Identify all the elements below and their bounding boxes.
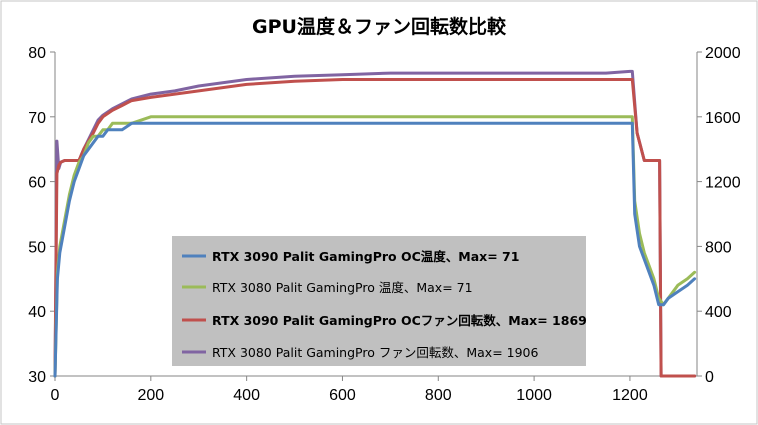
legend-label-4: RTX 3080 Palit GamingPro ファン回転数、Max= 190… [212, 345, 538, 360]
left-tick-label: 30 [28, 369, 46, 386]
x-tick-label: 1000 [516, 387, 552, 404]
x-tick-label: 0 [51, 387, 60, 404]
x-tick-label: 1200 [612, 387, 648, 404]
legend-box [172, 236, 586, 366]
x-tick-label: 200 [137, 387, 164, 404]
series-line-1 [53, 121, 697, 378]
left-axis-ticks: 80 70 60 50 40 30 [28, 45, 55, 386]
x-tick-label: 400 [233, 387, 260, 404]
legend: RTX 3090 Palit GamingPro OC温度、Max= 71 RTX… [172, 236, 587, 366]
legend-label-2: RTX 3080 Palit GamingPro 温度、Max= 71 [212, 280, 473, 295]
right-tick-label: 1200 [705, 175, 741, 192]
series-lines [53, 69, 697, 378]
series-line-3 [53, 78, 697, 378]
left-tick-label: 80 [28, 45, 46, 62]
left-tick-label: 40 [28, 304, 46, 321]
right-tick-label: 2000 [705, 45, 741, 62]
x-tick-label: 800 [425, 387, 452, 404]
legend-label-1: RTX 3090 Palit GamingPro OC温度、Max= 71 [212, 249, 519, 264]
right-axis-ticks: 2000 1600 1200 800 400 0 [697, 45, 741, 386]
right-tick-label: 800 [705, 239, 732, 256]
x-axis-ticks: 0 200 400 600 800 1000 1200 [51, 376, 648, 404]
left-tick-label: 60 [28, 175, 46, 192]
left-tick-label: 50 [28, 239, 46, 256]
right-tick-label: 400 [705, 304, 732, 321]
legend-label-3: RTX 3090 Palit GamingPro OCファン回転数、Max= 1… [212, 313, 587, 328]
left-tick-label: 70 [28, 110, 46, 127]
x-tick-label: 600 [329, 387, 356, 404]
right-tick-label: 0 [705, 369, 714, 386]
right-tick-label: 1600 [705, 110, 741, 127]
chart-title: GPU温度＆ファン回転数比較 [252, 15, 507, 38]
